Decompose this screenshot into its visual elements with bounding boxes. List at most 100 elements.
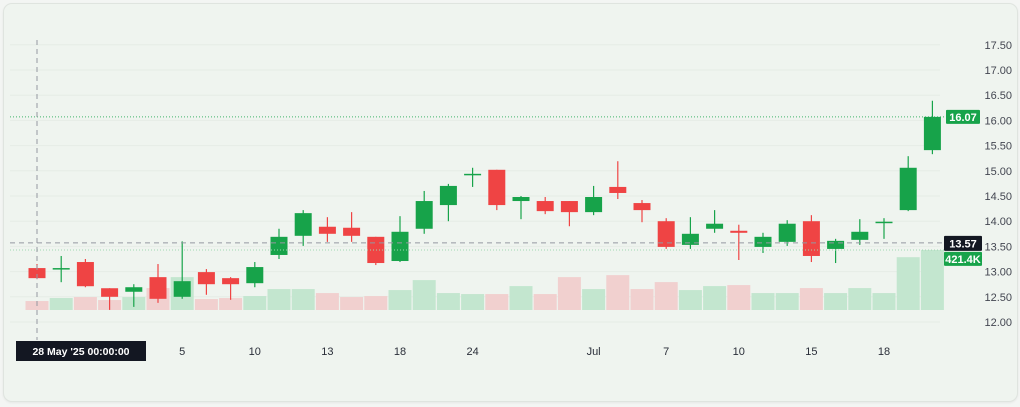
volume-bar: [606, 275, 630, 310]
crosshair-price-label-bg: [944, 235, 982, 251]
volume-bar: [485, 294, 509, 310]
candle-body: [439, 185, 457, 206]
volume-bar: [461, 294, 485, 310]
candle[interactable]: [512, 196, 530, 220]
volume-bar: [436, 293, 460, 310]
candle[interactable]: [560, 201, 578, 227]
candle[interactable]: [149, 264, 167, 303]
volume-bar: [388, 290, 412, 310]
volume-bar: [872, 293, 896, 310]
candle[interactable]: [294, 210, 312, 246]
candle-body: [76, 262, 94, 287]
candle-body: [246, 267, 264, 284]
candle-body: [923, 116, 941, 151]
candle[interactable]: [875, 218, 893, 239]
candle[interactable]: [270, 228, 288, 259]
candle[interactable]: [657, 218, 675, 249]
candle-body: [851, 231, 869, 240]
y-tick-label: 15.00: [984, 166, 1012, 178]
candle[interactable]: [101, 288, 119, 310]
volume-bar: [775, 293, 799, 310]
volume-bar: [315, 293, 339, 310]
candle[interactable]: [923, 100, 941, 155]
candle[interactable]: [367, 236, 385, 266]
candle[interactable]: [415, 190, 433, 234]
candle-body: [488, 169, 506, 206]
candle[interactable]: [488, 169, 506, 211]
candle[interactable]: [464, 167, 482, 187]
candle[interactable]: [851, 219, 869, 245]
candle[interactable]: [343, 212, 361, 242]
candle-body: [827, 240, 845, 249]
last-price-label-bg: [946, 109, 980, 124]
candle[interactable]: [125, 284, 143, 307]
x-tick-label: 5: [179, 346, 185, 358]
candle[interactable]: [633, 200, 651, 223]
x-tick-label: Jul: [587, 346, 601, 358]
candle-body: [52, 268, 70, 270]
candle[interactable]: [681, 217, 699, 249]
volume-bar: [630, 289, 654, 310]
candle[interactable]: [536, 197, 554, 215]
x-tick-label: 24: [466, 346, 478, 358]
volume-bar: [582, 289, 606, 310]
candle[interactable]: [827, 238, 845, 264]
candle-body: [464, 173, 482, 176]
candle[interactable]: [52, 255, 70, 283]
volume-bar: [751, 293, 775, 310]
candle-body: [367, 236, 385, 264]
candle-body: [633, 203, 651, 211]
candle[interactable]: [439, 183, 457, 222]
candle-body: [609, 186, 627, 193]
candle[interactable]: [391, 216, 409, 263]
volume-bar: [73, 297, 97, 310]
candle[interactable]: [778, 220, 796, 246]
y-axis: 12.00 12.50 13.00 13.50 14.00 14.50 15.00 15.50…: [944, 40, 1012, 329]
volume-bar: [291, 289, 315, 310]
candle[interactable]: [318, 217, 336, 242]
volume-bar: [194, 299, 218, 310]
last-price-label: 16.07: [949, 112, 977, 124]
volume-bar: [219, 298, 243, 310]
candle[interactable]: [197, 269, 215, 295]
candle-body: [294, 213, 312, 236]
candle-body: [101, 288, 119, 297]
candle-body: [899, 167, 917, 211]
volume-bar: [364, 296, 388, 310]
y-tick-label: 16.00: [984, 115, 1012, 127]
candle[interactable]: [173, 241, 191, 299]
crosshair-time-label-bg: [16, 341, 146, 361]
candle-body: [173, 281, 191, 297]
y-tick-label: 15.50: [984, 141, 1012, 153]
y-tick-label: 14.50: [984, 191, 1012, 203]
crosshair-price-label: 13.57: [949, 238, 977, 250]
y-tick-label: 12.00: [984, 317, 1012, 329]
candle[interactable]: [585, 185, 603, 216]
volume-bar: [509, 286, 533, 310]
candle-body: [754, 236, 772, 247]
volume-bar: [920, 250, 944, 310]
volume-bar: [267, 289, 291, 310]
candle[interactable]: [76, 259, 94, 288]
candle[interactable]: [802, 215, 820, 263]
x-axis: 5 10 13 18 24 Jul 7 10 15 18 28 May '25 00:00:00: [16, 341, 890, 361]
y-tick-label: 12.50: [984, 292, 1012, 304]
volume-bar: [533, 294, 557, 310]
y-tick-label: 17.50: [984, 40, 1012, 52]
candle[interactable]: [730, 224, 748, 261]
candle[interactable]: [246, 262, 264, 288]
candle-body: [197, 272, 215, 285]
x-tick-label: 18: [394, 346, 406, 358]
candle[interactable]: [899, 156, 917, 212]
candle-body: [149, 277, 167, 299]
volume-bar: [896, 257, 920, 310]
candle[interactable]: [609, 161, 627, 200]
candle[interactable]: [706, 210, 724, 233]
volume-bar: [799, 288, 823, 310]
volume-bar: [678, 290, 702, 310]
candle-body: [28, 268, 46, 279]
x-tick-label: 10: [733, 346, 745, 358]
candle[interactable]: [222, 277, 240, 300]
crosshair-time-label: 28 May '25 00:00:00: [32, 346, 129, 358]
